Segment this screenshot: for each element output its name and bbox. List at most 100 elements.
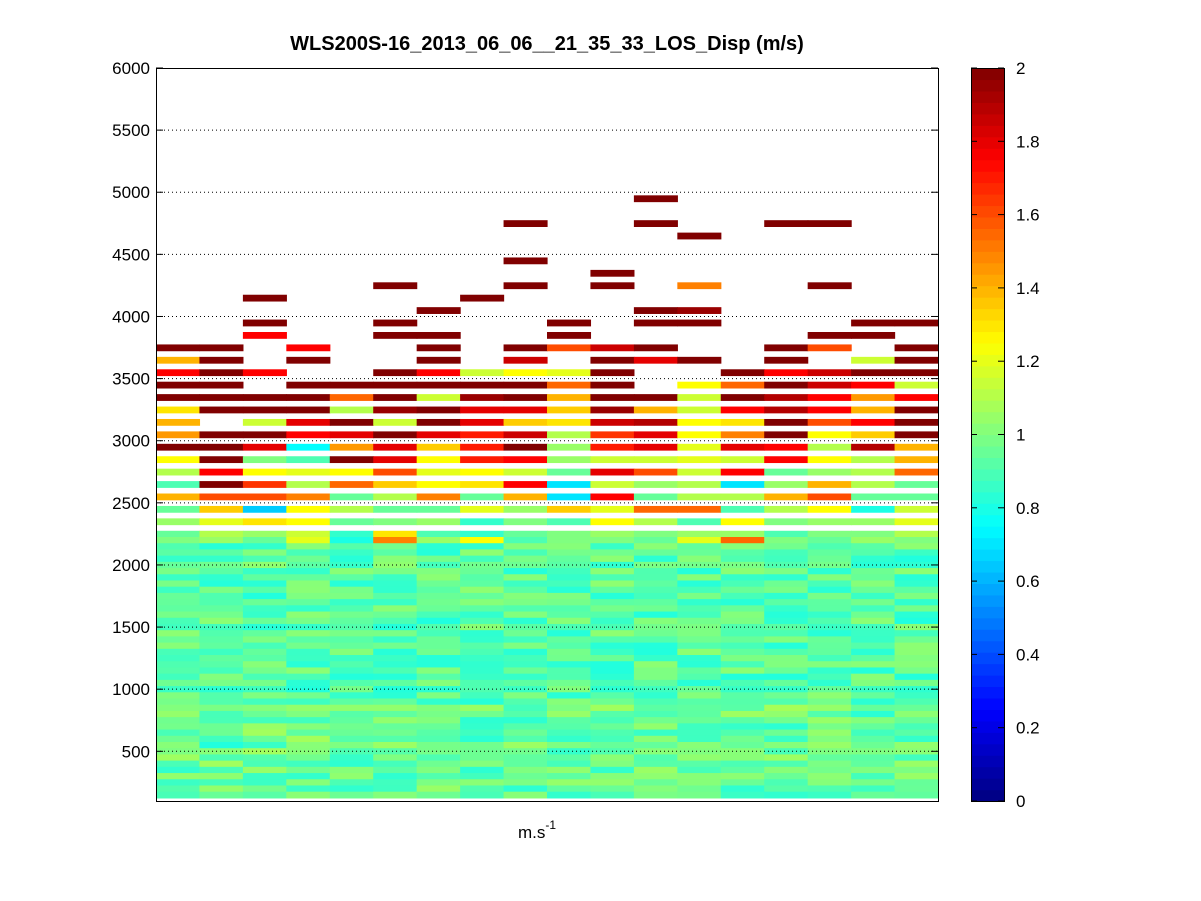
heatmap-cell <box>590 574 635 582</box>
heatmap-cell <box>156 418 201 426</box>
heatmap-cell <box>199 468 244 476</box>
heatmap-cell <box>633 574 678 582</box>
heatmap-cell <box>720 748 765 756</box>
heatmap-cell <box>329 443 374 451</box>
heatmap-cell <box>894 760 939 768</box>
heatmap-cell <box>242 741 287 749</box>
heatmap-cell <box>460 642 505 650</box>
heatmap-cell <box>547 580 592 588</box>
heatmap-cell <box>851 394 896 401</box>
heatmap-cell <box>286 661 331 669</box>
heatmap-cell <box>677 592 722 600</box>
heatmap-cell <box>894 692 939 700</box>
heatmap-cell <box>851 623 896 631</box>
heatmap-cell <box>807 518 852 526</box>
heatmap-cell <box>807 698 852 706</box>
heatmap-cell <box>894 369 939 377</box>
heatmap-cell <box>503 356 548 364</box>
heatmap-cell <box>851 760 896 768</box>
heatmap-cell <box>286 537 331 544</box>
heatmap-cell <box>807 561 852 569</box>
heatmap-cell <box>286 673 331 681</box>
heatmap-cell <box>373 642 418 650</box>
heatmap-cell <box>807 611 852 619</box>
heatmap-cell <box>242 332 287 339</box>
colorbar-segment <box>971 537 1004 550</box>
heatmap-cell <box>807 673 852 681</box>
heatmap-cell <box>242 611 287 619</box>
heatmap-cell <box>286 617 331 625</box>
heatmap-cell <box>633 592 678 600</box>
heatmap-cell <box>156 729 201 737</box>
heatmap-cell <box>286 679 331 687</box>
heatmap-cell <box>242 785 287 793</box>
heatmap-cell <box>416 642 461 650</box>
heatmap-cell <box>373 785 418 793</box>
heatmap-cell <box>329 779 374 787</box>
heatmap-cell <box>199 760 244 768</box>
heatmap-cell <box>373 630 418 637</box>
heatmap-cell <box>416 686 461 693</box>
heatmap-cell <box>373 394 418 401</box>
colorbar-tick-label: 0.4 <box>1016 645 1040 664</box>
heatmap-cell <box>590 704 635 712</box>
heatmap-cell <box>460 505 505 513</box>
heatmap-cell <box>416 636 461 644</box>
heatmap-cell <box>416 698 461 706</box>
colorbar-segment <box>971 778 1004 791</box>
heatmap-cell <box>156 580 201 588</box>
heatmap-cell <box>633 406 678 414</box>
colorbar-segment <box>971 617 1004 630</box>
heatmap-cell <box>416 717 461 724</box>
heatmap-cell <box>156 568 201 575</box>
heatmap-cell <box>851 723 896 731</box>
heatmap-cell <box>460 599 505 606</box>
heatmap-cell <box>720 549 765 557</box>
heatmap-cell <box>894 710 939 718</box>
heatmap-cell <box>633 344 678 352</box>
heatmap-cell <box>633 623 678 631</box>
heatmap-cell <box>460 431 505 439</box>
heatmap-cell <box>894 741 939 749</box>
heatmap-cell <box>764 481 809 488</box>
heatmap-cell <box>590 773 635 780</box>
heatmap-cell <box>633 710 678 718</box>
colorbar-segment <box>971 640 1004 653</box>
heatmap-cell <box>199 630 244 637</box>
heatmap-cell <box>547 704 592 712</box>
heatmap-cell <box>156 617 201 625</box>
colorbar-segment <box>971 193 1004 207</box>
heatmap-cell <box>460 493 505 501</box>
heatmap-cell <box>199 735 244 743</box>
heatmap-cell <box>460 679 505 687</box>
heatmap-cell <box>894 537 939 544</box>
heatmap-cell <box>242 723 287 731</box>
colorbar-segment <box>971 136 1004 149</box>
heatmap-cell <box>329 568 374 575</box>
heatmap-cell <box>547 443 592 451</box>
heatmap-cell <box>503 692 548 700</box>
heatmap-cell <box>807 344 852 352</box>
heatmap-cell <box>156 611 201 619</box>
heatmap-cell <box>851 648 896 656</box>
heatmap-cell <box>894 717 939 724</box>
colorbar-segment <box>971 148 1004 161</box>
heatmap-cell <box>851 381 896 389</box>
heatmap-cell <box>329 773 374 780</box>
heatmap-cell <box>764 518 809 526</box>
heatmap-cell <box>851 667 896 675</box>
heatmap-cell <box>590 717 635 724</box>
heatmap-cell <box>633 735 678 743</box>
heatmap-cell <box>460 704 505 712</box>
heatmap-cell <box>416 661 461 669</box>
heatmap-cell <box>416 394 461 401</box>
heatmap-cell <box>677 599 722 606</box>
heatmap-cell <box>851 555 896 563</box>
heatmap-cell <box>807 381 852 389</box>
heatmap-cell <box>373 518 418 526</box>
heatmap-cell <box>373 636 418 644</box>
heatmap-cell <box>547 766 592 774</box>
colorbar-segment <box>971 571 1004 584</box>
heatmap-cell <box>807 530 852 538</box>
heatmap-cell <box>286 642 331 650</box>
